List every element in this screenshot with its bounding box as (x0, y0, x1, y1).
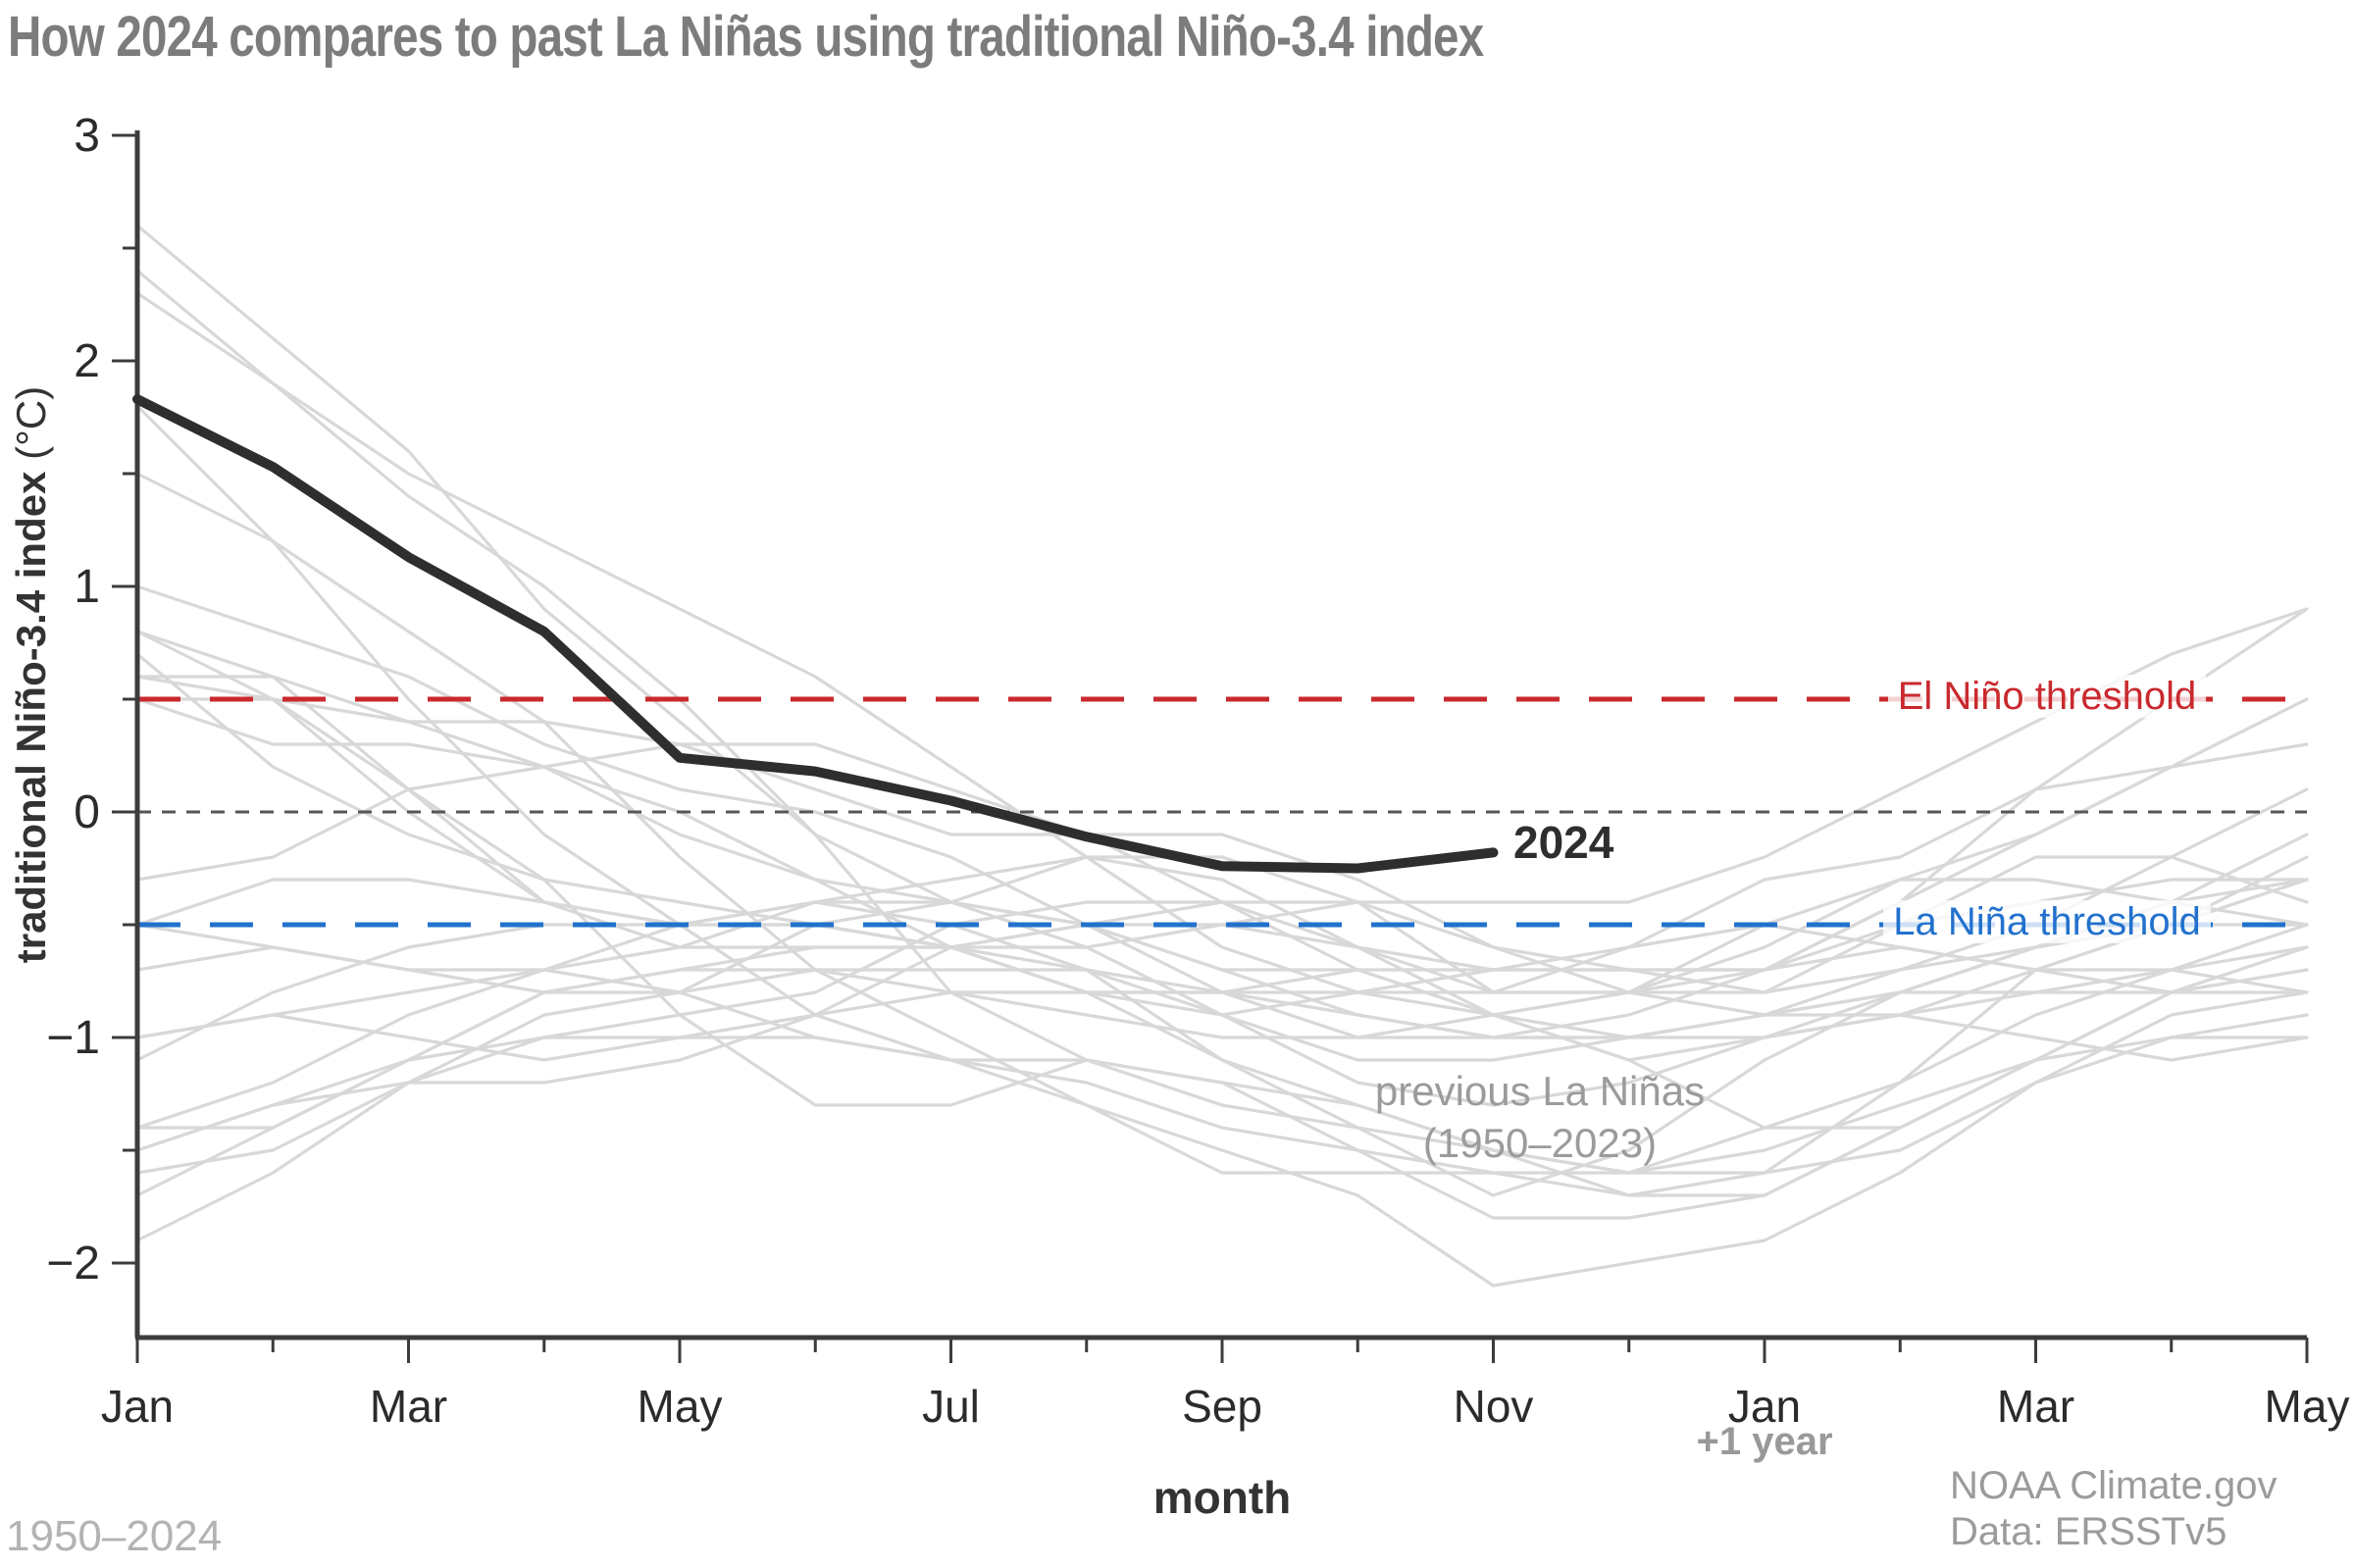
x-tick-label: May (2265, 1381, 2350, 1432)
y-tick-label: 1 (74, 561, 100, 613)
series-2024-label: 2024 (1513, 817, 1614, 868)
y-tick-label: −1 (46, 1012, 100, 1064)
x-tick-label: Jul (922, 1381, 980, 1432)
previous-la-nina-line (135, 968, 2309, 1197)
previous-la-nina-line (135, 697, 2309, 1107)
previous-la-nina-line (135, 742, 2309, 1039)
x-tick-label: Mar (370, 1381, 447, 1432)
x-tick-label: Mar (1997, 1381, 2074, 1432)
credit-data: Data: ERSSTv5 (1950, 1510, 2227, 1553)
y-tick-label: 0 (74, 786, 100, 838)
ensemble-label-line2: (1950–2023) (1422, 1120, 1658, 1166)
previous-la-nina-line (135, 652, 2309, 1175)
y-axis-label-units: (°C) (8, 385, 54, 472)
previous-la-nina-line (135, 855, 2309, 1062)
y-axis-label-main: traditional Niño-3.4 index (8, 471, 54, 964)
y-tick-label: 2 (74, 335, 100, 387)
previous-la-nina-line (135, 878, 2309, 1197)
x-tick-label: Nov (1454, 1381, 1534, 1432)
source-credits: NOAA Climate.gov Data: ERSSTv5 (1950, 1463, 2277, 1555)
x-tick-label: Sep (1182, 1381, 1262, 1432)
y-axis-label: traditional Niño-3.4 index (°C) (8, 233, 55, 1116)
x-tick-label: Jan (1728, 1381, 1801, 1432)
plus-one-year-label: +1 year (1696, 1420, 1833, 1463)
page-title: How 2024 compares to past La Niñas using… (8, 5, 1484, 69)
y-tick-label: 3 (74, 110, 100, 162)
y-tick-label: −2 (46, 1238, 100, 1290)
x-tick-label: Jan (101, 1381, 174, 1432)
ensemble-label-line1: previous La Niñas (1374, 1068, 1706, 1114)
x-axis-label: month (1152, 1472, 1292, 1523)
ensemble-label: previous La Niñas (1950–2023) (1295, 1065, 1785, 1169)
previous-la-nina-line (135, 900, 2309, 1242)
credit-noaa: NOAA Climate.gov (1950, 1464, 2277, 1507)
previous-la-nina-line (135, 675, 2309, 1017)
previous-la-nina-line (135, 787, 2309, 1175)
x-tick-label: May (638, 1381, 723, 1432)
previous-la-nina-line (135, 900, 2309, 1062)
la-nina-threshold-label: La Niña threshold (1772, 900, 2322, 944)
year-range-note: 1950–2024 (6, 1512, 223, 1560)
el-nino-threshold-label: El Niño threshold (1772, 675, 2322, 719)
series-2024-line (132, 394, 1499, 874)
previous-la-nina-line (135, 697, 2309, 1062)
previous-la-nina-line (135, 404, 2309, 1288)
previous-la-nina-line (135, 472, 2309, 1175)
